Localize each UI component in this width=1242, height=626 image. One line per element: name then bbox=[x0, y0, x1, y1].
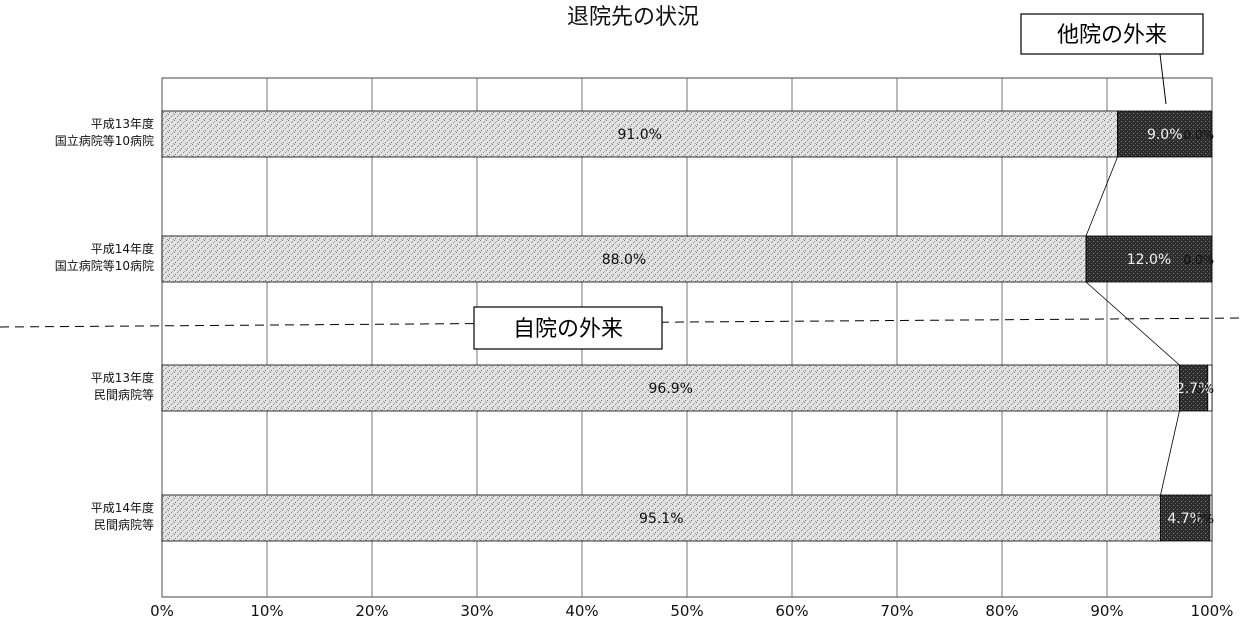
category-label-line: 民間病院等 bbox=[94, 387, 154, 402]
category-label: 平成14年度国立病院等10病院 bbox=[55, 241, 154, 273]
data-label: 0.0% bbox=[1184, 253, 1215, 267]
callout-box bbox=[1020, 13, 1204, 55]
bar-segment bbox=[1207, 364, 1213, 412]
data-label: 88.0% bbox=[602, 252, 646, 268]
x-tick-label: 80% bbox=[985, 602, 1018, 620]
data-label: 96.9% bbox=[648, 381, 692, 397]
data-label: 4.7% bbox=[1167, 511, 1203, 527]
chart-title: 退院先の状況 bbox=[567, 5, 699, 30]
data-label: 95.1% bbox=[639, 511, 683, 527]
series-connectors bbox=[1085, 156, 1180, 496]
category-label-line: 平成14年度 bbox=[91, 500, 154, 515]
category-labels: 平成13年度国立病院等10病院平成14年度国立病院等10病院平成13年度民間病院… bbox=[55, 116, 154, 532]
category-label: 平成13年度民間病院等 bbox=[91, 370, 154, 402]
callout-box bbox=[473, 306, 663, 350]
data-labels: 91.0% 9.0% 0.0%88.0% 12.0% 0.0%96.9% 2.7%0%95… bbox=[602, 127, 1214, 527]
category-label-line: 国立病院等10病院 bbox=[55, 258, 154, 273]
x-tick-label: 20% bbox=[355, 602, 388, 620]
series-line bbox=[1160, 410, 1180, 496]
x-tick-label: 100% bbox=[1191, 602, 1234, 620]
bar-segment bbox=[1209, 494, 1213, 542]
x-tick-label: 70% bbox=[880, 602, 913, 620]
x-tick-label: 50% bbox=[670, 602, 703, 620]
x-tick-label: 90% bbox=[1090, 602, 1123, 620]
category-label: 平成14年度民間病院等 bbox=[91, 500, 154, 532]
bars bbox=[161, 110, 1213, 542]
category-label-line: 平成13年度 bbox=[91, 370, 154, 385]
bar-segment bbox=[161, 110, 1118, 158]
category-label: 平成13年度国立病院等10病院 bbox=[55, 116, 154, 148]
bar-segment bbox=[1160, 494, 1211, 542]
series-line bbox=[1085, 281, 1180, 366]
callout-label: 他院の外来 bbox=[1057, 23, 1167, 48]
bar-segment bbox=[1085, 235, 1213, 283]
x-tick-label: 40% bbox=[565, 602, 598, 620]
category-label-line: 民間病院等 bbox=[94, 517, 154, 532]
x-tick-labels: 0% 10% 20% 30% 40% 50% 60% 70% 80% 90% 100% bbox=[150, 602, 1233, 620]
x-tick-label: 0% bbox=[150, 602, 174, 620]
data-label: 12.0% bbox=[1127, 252, 1171, 268]
data-label: 0% bbox=[1195, 382, 1214, 396]
x-tick-label: 60% bbox=[775, 602, 808, 620]
category-label-line: 国立病院等10病院 bbox=[55, 133, 154, 148]
bar-segment bbox=[1117, 110, 1213, 158]
callout-own-hospital: 自院の外来 bbox=[473, 306, 663, 350]
category-label-line: 平成14年度 bbox=[91, 241, 154, 256]
bar-segment bbox=[161, 364, 1180, 412]
data-label: 2.7% bbox=[1176, 381, 1212, 397]
callout-label: 自院の外来 bbox=[513, 317, 623, 342]
callout-other-hospital: 他院の外来 bbox=[1020, 13, 1204, 105]
data-label: 0% bbox=[1195, 512, 1214, 526]
data-label: 0.0% bbox=[1184, 128, 1215, 142]
bar-segment bbox=[1179, 364, 1209, 412]
bar-segment bbox=[161, 494, 1161, 542]
series-line bbox=[1085, 156, 1118, 237]
callout-leader bbox=[1159, 53, 1167, 105]
x-tick-label: 10% bbox=[250, 602, 283, 620]
data-label: 91.0% bbox=[618, 127, 662, 143]
category-label-line: 平成13年度 bbox=[91, 116, 154, 131]
data-label: 9.0% bbox=[1147, 127, 1183, 143]
x-tick-label: 30% bbox=[460, 602, 493, 620]
